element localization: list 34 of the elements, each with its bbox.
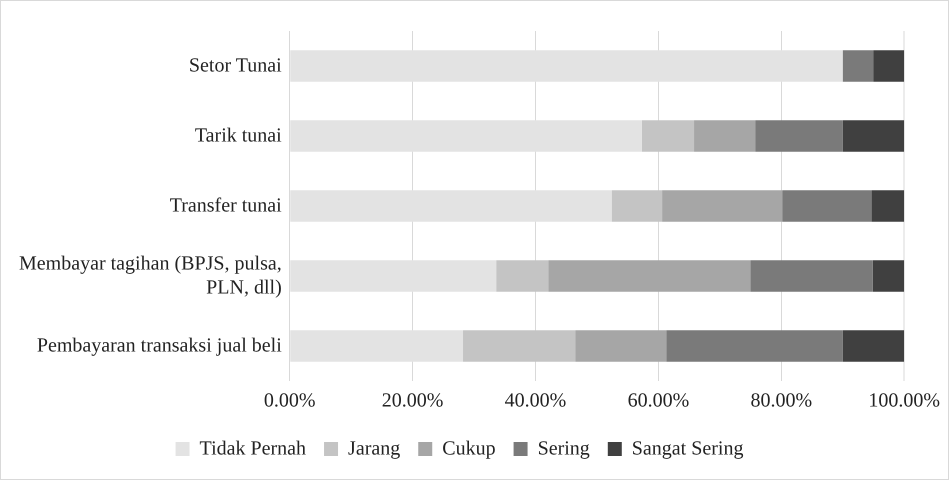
x-tick-label: 60.00%: [628, 389, 690, 412]
bar: [642, 120, 694, 152]
bar: [842, 50, 874, 82]
bar: [842, 330, 904, 362]
bar: [755, 120, 843, 152]
y-tick-label: Pembayaran transaksi jual beli: [36, 334, 282, 356]
x-tick-label: 20.00%: [382, 389, 444, 412]
bar: [496, 260, 548, 292]
bar: [666, 330, 843, 362]
y-tick-label: Tarik tunai: [194, 124, 282, 146]
y-tick-label: Setor Tunai: [188, 54, 282, 76]
legend-label: Sering: [538, 437, 590, 460]
bar: [612, 190, 662, 222]
bar: [694, 120, 756, 152]
bar: [463, 330, 576, 362]
y-tick-label: Membayar tagihan (BPJS, pulsa, PLN, dll): [18, 252, 282, 298]
bar: [842, 120, 904, 152]
x-tick-label: 40.00%: [504, 389, 566, 412]
bar: [750, 260, 873, 292]
bar: [575, 330, 666, 362]
x-tick-label: 100.00%: [868, 389, 940, 412]
x-tick-label: 0.00%: [264, 389, 316, 412]
bar: [872, 190, 904, 222]
bar: [872, 260, 904, 292]
x-tick-label: 80.00%: [750, 389, 812, 412]
bar: [662, 190, 783, 222]
legend-label: Sangat Sering: [632, 437, 744, 460]
bar: [548, 260, 751, 292]
legend-label: Cukup: [442, 437, 496, 460]
legend-label: Jarang: [348, 437, 400, 460]
bar: [873, 50, 904, 82]
legend-label: Tidak Pernah: [200, 437, 306, 460]
bar: [782, 190, 872, 222]
y-tick-label: Transfer tunai: [170, 194, 282, 216]
